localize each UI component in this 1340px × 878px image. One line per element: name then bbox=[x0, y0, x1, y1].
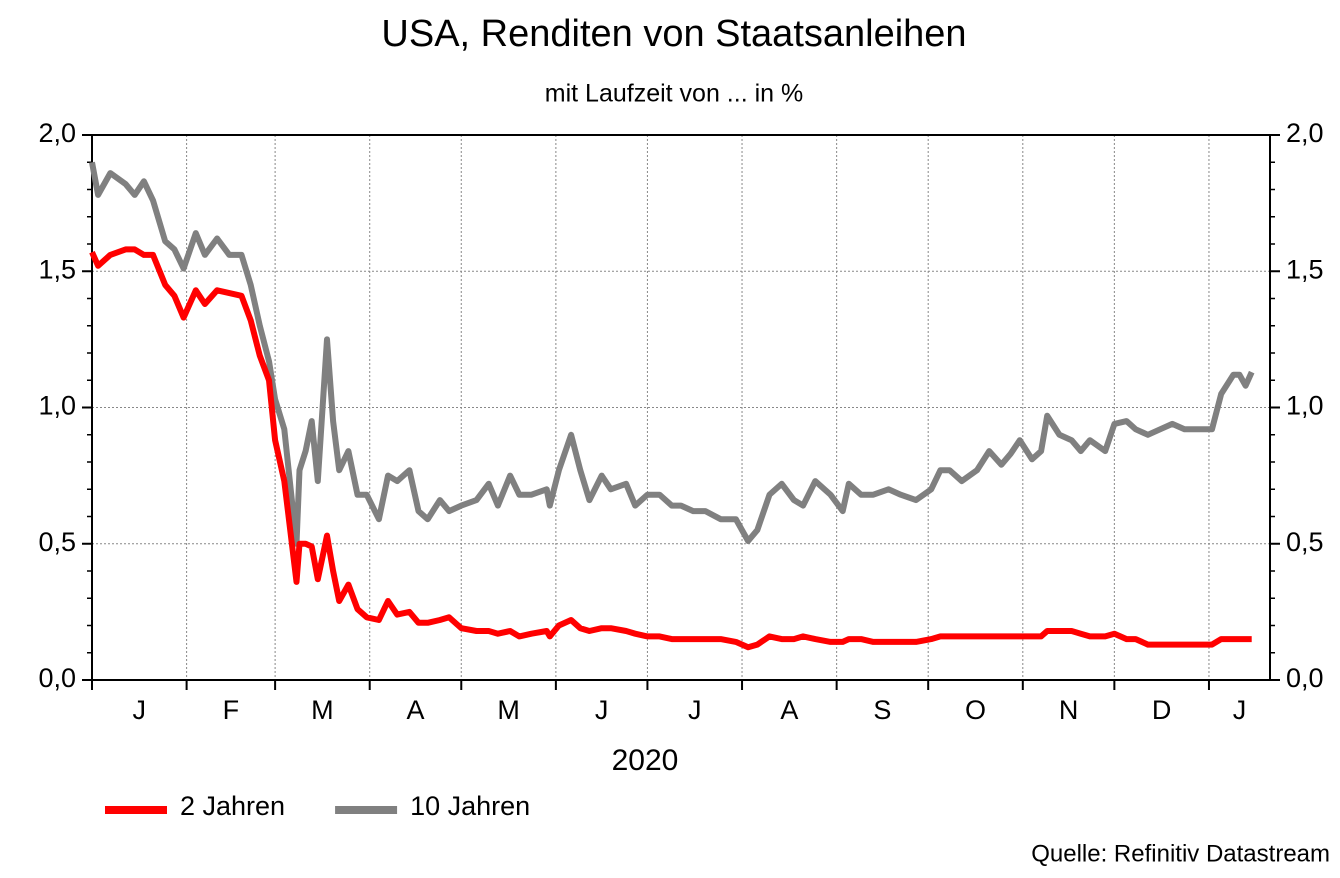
legend-label: 2 Jahren bbox=[180, 791, 285, 821]
y2-tick-label: 2,0 bbox=[1286, 118, 1324, 148]
x-tick-label: A bbox=[780, 695, 798, 725]
x-axis-label: 2020 bbox=[612, 744, 679, 777]
x-tick-label: F bbox=[223, 695, 240, 725]
y2-tick-label: 1,0 bbox=[1286, 391, 1324, 421]
legend-label: 10 Jahren bbox=[410, 791, 530, 821]
x-tick-label: J bbox=[1233, 695, 1247, 725]
page: USA, Renditen von Staatsanleihen mit Lau… bbox=[0, 0, 1340, 878]
chart-title: USA, Renditen von Staatsanleihen bbox=[381, 13, 966, 55]
x-tick-label: D bbox=[1152, 695, 1172, 725]
x-tick-label: A bbox=[406, 695, 424, 725]
y-tick-label: 1,0 bbox=[38, 391, 76, 421]
x-tick-label: J bbox=[688, 695, 702, 725]
y-tick-label: 0,5 bbox=[38, 527, 76, 557]
y2-tick-label: 0,5 bbox=[1286, 527, 1324, 557]
chart: USA, Renditen von Staatsanleihen mit Lau… bbox=[0, 0, 1340, 878]
x-tick-label: N bbox=[1059, 695, 1079, 725]
y-tick-label: 1,5 bbox=[38, 254, 76, 284]
x-tick-label: M bbox=[497, 695, 520, 725]
x-tick-label: J bbox=[595, 695, 609, 725]
x-tick-label: O bbox=[965, 695, 986, 725]
y-tick-label: 2,0 bbox=[38, 118, 76, 148]
y2-tick-label: 1,5 bbox=[1286, 254, 1324, 284]
y-tick-label: 0,0 bbox=[38, 663, 76, 693]
y2-tick-label: 0,0 bbox=[1286, 663, 1324, 693]
x-tick-label: S bbox=[873, 695, 891, 725]
x-tick-label: J bbox=[133, 695, 147, 725]
chart-subtitle: mit Laufzeit von ... in % bbox=[545, 80, 803, 108]
x-tick-label: M bbox=[311, 695, 334, 725]
source-note: Quelle: Refinitiv Datastream bbox=[1031, 840, 1330, 867]
